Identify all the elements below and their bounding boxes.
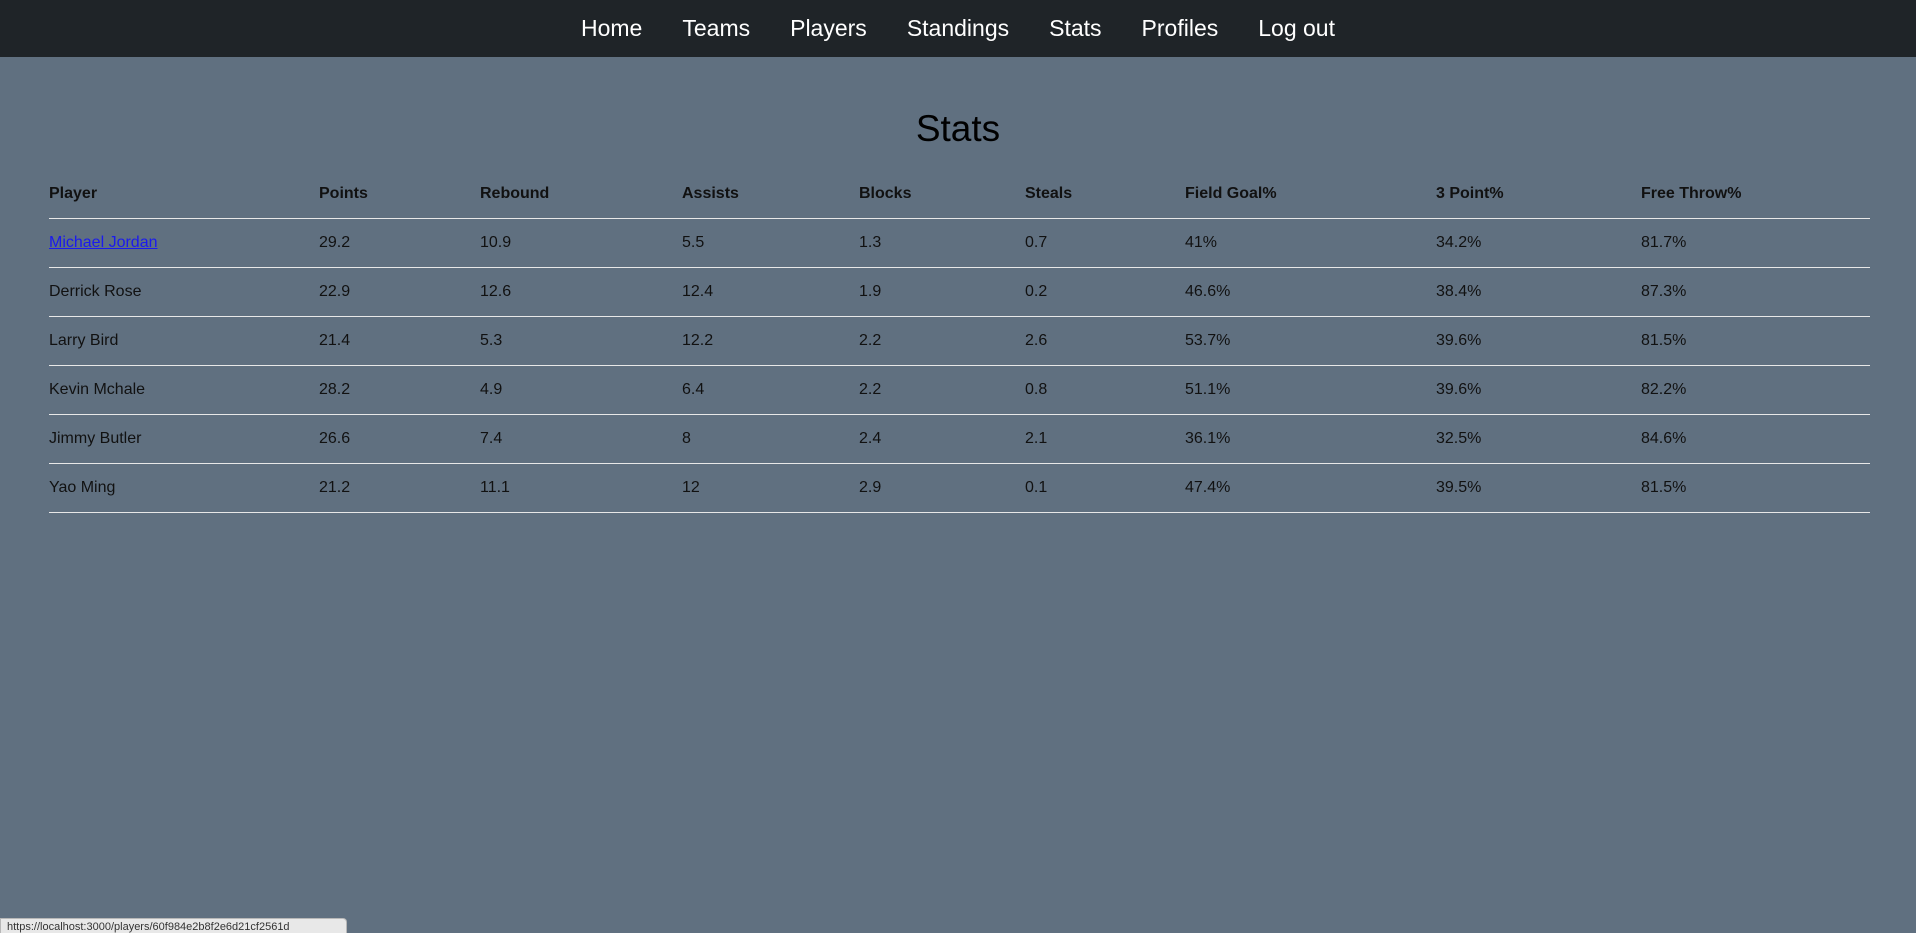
cell-three-point-pct: 39.6% — [1436, 316, 1641, 366]
browser-status-url: https://localhost:3000/players/60f984e2b… — [0, 918, 347, 933]
nav-stats-link[interactable]: Stats — [1049, 15, 1102, 41]
cell-field-goal-pct: 47.4% — [1185, 463, 1436, 513]
nav-standings-link[interactable]: Standings — [906, 15, 1010, 41]
nav-profiles-link[interactable]: Profiles — [1141, 15, 1219, 41]
table-header: Player Points Rebound Assists Blocks Ste… — [49, 170, 1870, 219]
table-body: Michael Jordan 29.2 10.9 5.5 1.3 0.7 41% 34.2% 8… — [49, 218, 1870, 513]
cell-steals: 2.1 — [1025, 414, 1185, 464]
cell-three-point-pct: 39.5% — [1436, 463, 1641, 513]
header-steals: Steals — [1025, 170, 1185, 219]
cell-field-goal-pct: 51.1% — [1185, 365, 1436, 415]
cell-rebound: 10.9 — [480, 218, 682, 268]
header-points: Points — [319, 170, 480, 219]
cell-points: 26.6 — [319, 414, 480, 464]
cell-assists: 6.4 — [682, 365, 859, 415]
cell-assists: 8 — [682, 414, 859, 464]
cell-blocks: 2.2 — [859, 316, 1025, 366]
cell-free-throw-pct: 81.5% — [1641, 316, 1870, 366]
stats-table: Player Points Rebound Assists Blocks Ste… — [49, 170, 1870, 513]
cell-assists: 12.2 — [682, 316, 859, 366]
cell-rebound: 7.4 — [480, 414, 682, 464]
header-three-point-pct: 3 Point% — [1436, 170, 1641, 219]
table-row: Larry Bird 21.4 5.3 12.2 2.2 2.6 53.7% 39.6% 81.… — [49, 316, 1870, 366]
cell-blocks: 1.9 — [859, 267, 1025, 317]
cell-blocks: 2.2 — [859, 365, 1025, 415]
cell-points: 21.2 — [319, 463, 480, 513]
nav-players-link[interactable]: Players — [790, 15, 867, 41]
nav-logout-link[interactable]: Log out — [1258, 15, 1335, 41]
stats-table-container: Player Points Rebound Assists Blocks Ste… — [49, 170, 1870, 513]
cell-player: Larry Bird — [49, 316, 319, 366]
cell-blocks: 2.4 — [859, 414, 1025, 464]
cell-field-goal-pct: 53.7% — [1185, 316, 1436, 366]
header-rebound: Rebound — [480, 170, 682, 219]
table-row: Jimmy Butler 26.6 7.4 8 2.4 2.1 36.1% 32.5% 84.6… — [49, 414, 1870, 464]
cell-free-throw-pct: 81.5% — [1641, 463, 1870, 513]
header-field-goal-pct: Field Goal% — [1185, 170, 1436, 219]
player-name-link[interactable]: Michael Jordan — [49, 234, 158, 251]
cell-assists: 12 — [682, 463, 859, 513]
cell-points: 22.9 — [319, 267, 480, 317]
cell-field-goal-pct: 46.6% — [1185, 267, 1436, 317]
cell-steals: 0.1 — [1025, 463, 1185, 513]
cell-rebound: 4.9 — [480, 365, 682, 415]
cell-points: 29.2 — [319, 218, 480, 268]
cell-player: Jimmy Butler — [49, 414, 319, 464]
cell-blocks: 1.3 — [859, 218, 1025, 268]
page-title: Stats — [915, 108, 1001, 149]
header-player: Player — [49, 170, 319, 219]
cell-free-throw-pct: 81.7% — [1641, 218, 1870, 268]
cell-three-point-pct: 38.4% — [1436, 267, 1641, 317]
cell-steals: 2.6 — [1025, 316, 1185, 366]
table-row: Yao Ming 21.2 11.1 12 2.9 0.1 47.4% 39.5% 81.5% — [49, 463, 1870, 513]
cell-free-throw-pct: 84.6% — [1641, 414, 1870, 464]
table-row: Kevin Mchale 28.2 4.9 6.4 2.2 0.8 51.1% 39.6% 82… — [49, 365, 1870, 415]
header-free-throw-pct: Free Throw% — [1641, 170, 1870, 219]
cell-steals: 0.7 — [1025, 218, 1185, 268]
table-row: Derrick Rose 22.9 12.6 12.4 1.9 0.2 46.6% 38.4%… — [49, 267, 1870, 317]
table-row: Michael Jordan 29.2 10.9 5.5 1.3 0.7 41% 34.2% 8… — [49, 218, 1870, 268]
header-blocks: Blocks — [859, 170, 1025, 219]
cell-steals: 0.8 — [1025, 365, 1185, 415]
cell-field-goal-pct: 36.1% — [1185, 414, 1436, 464]
cell-rebound: 12.6 — [480, 267, 682, 317]
cell-steals: 0.2 — [1025, 267, 1185, 317]
cell-assists: 5.5 — [682, 218, 859, 268]
cell-rebound: 5.3 — [480, 316, 682, 366]
cell-player: Michael Jordan — [49, 218, 319, 268]
cell-field-goal-pct: 41% — [1185, 218, 1436, 268]
cell-player: Kevin Mchale — [49, 365, 319, 415]
cell-three-point-pct: 34.2% — [1436, 218, 1641, 268]
nav-teams-link[interactable]: Teams — [682, 15, 751, 41]
cell-points: 21.4 — [319, 316, 480, 366]
top-navbar: Home Teams Players Standings Stats Profi… — [0, 0, 1916, 57]
cell-three-point-pct: 39.6% — [1436, 365, 1641, 415]
cell-blocks: 2.9 — [859, 463, 1025, 513]
cell-rebound: 11.1 — [480, 463, 682, 513]
cell-assists: 12.4 — [682, 267, 859, 317]
cell-points: 28.2 — [319, 365, 480, 415]
cell-three-point-pct: 32.5% — [1436, 414, 1641, 464]
header-assists: Assists — [682, 170, 859, 219]
nav-home-link[interactable]: Home — [581, 15, 643, 41]
cell-free-throw-pct: 87.3% — [1641, 267, 1870, 317]
table-header-row: Player Points Rebound Assists Blocks Ste… — [49, 170, 1870, 219]
cell-player: Derrick Rose — [49, 267, 319, 317]
cell-player: Yao Ming — [49, 463, 319, 513]
cell-free-throw-pct: 82.2% — [1641, 365, 1870, 415]
